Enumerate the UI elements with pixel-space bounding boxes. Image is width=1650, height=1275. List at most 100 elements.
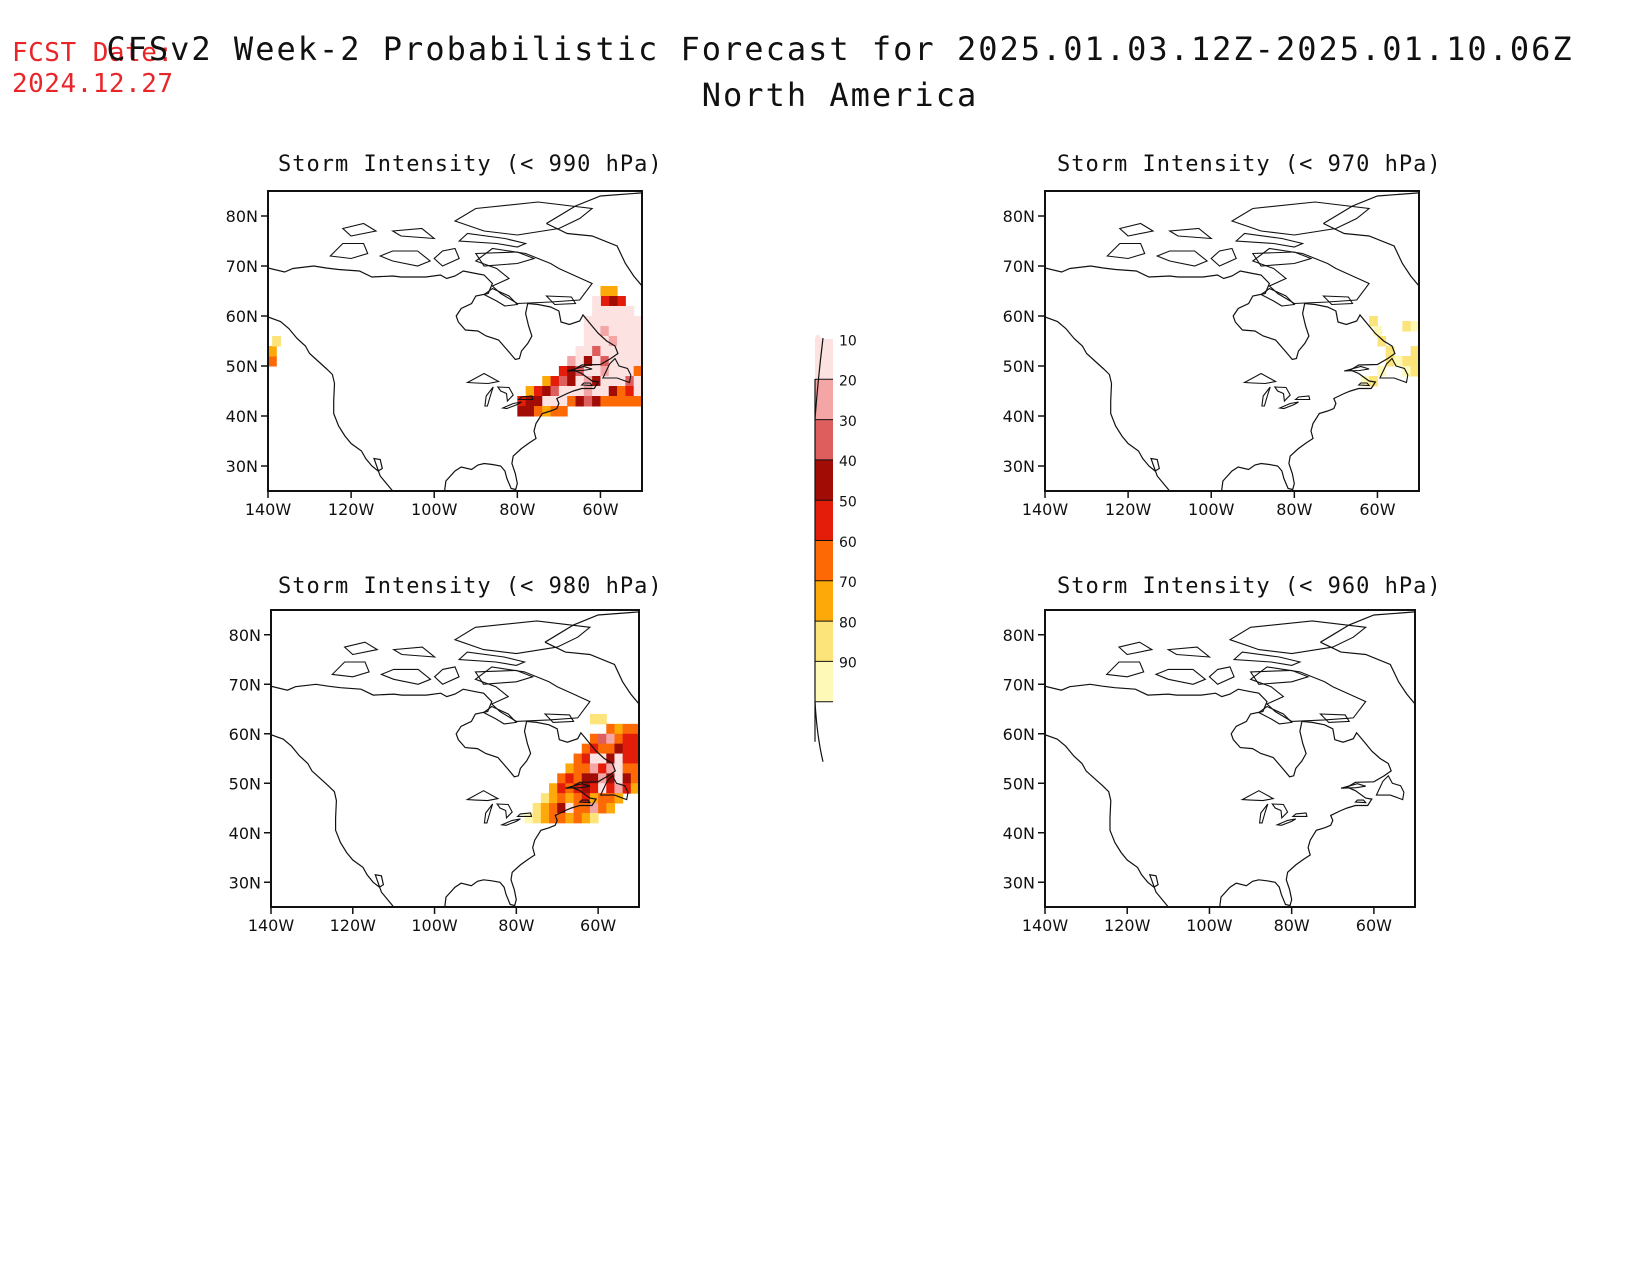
colorbar-label: 20 [839, 374, 857, 390]
probability-cell [622, 723, 632, 735]
probability-cell [524, 812, 534, 824]
probability-cell [1402, 366, 1412, 377]
coastline-island [1234, 232, 1305, 248]
lat-tick-label: 80N [1003, 626, 1035, 645]
lat-tick-label: 30N [226, 457, 258, 476]
probability-cell [565, 812, 575, 824]
forecast-date-block: FCST Date: 2024.12.27 [12, 38, 174, 100]
probability-cell [542, 396, 552, 407]
lon-tick-label: 80W [1276, 500, 1312, 519]
probability-cell [592, 306, 601, 317]
probability-cell [617, 326, 626, 337]
coastline-island [378, 250, 432, 267]
probability-cell [540, 812, 550, 824]
lon-tick-label: 120W [1104, 916, 1151, 935]
lat-tick-label: 40N [229, 824, 261, 843]
probability-cell [557, 773, 566, 784]
map-panel-p970: 80N 70N 60N 50N 40N 30N 140W 120W 100W 80W 60W [1003, 190, 1420, 519]
coastline-island [433, 247, 460, 267]
coastline-island [457, 651, 527, 666]
map-frame [267, 190, 643, 492]
colorbar-swatch [815, 580, 833, 622]
probability-cell [617, 346, 626, 357]
probability-cell [614, 733, 624, 745]
probability-cell [589, 803, 599, 814]
coastline-island [1357, 382, 1371, 387]
coastline-island [329, 242, 369, 260]
probability-cell [630, 753, 639, 764]
coastline-island [599, 774, 629, 801]
probability-cell [625, 306, 635, 317]
probability-cell [633, 376, 642, 387]
map-plot-area [1045, 192, 1419, 491]
probability-cell [622, 783, 632, 794]
fcst-date: 2024.12.27 [12, 69, 174, 99]
probability-cell [549, 803, 558, 814]
lat-tick-label: 50N [1003, 774, 1035, 793]
coastline-island [1208, 666, 1235, 685]
coastline-lake [1273, 386, 1291, 403]
probability-cell [625, 356, 635, 367]
coastline-lake [465, 790, 500, 802]
lon-tick-label: 60W [1356, 916, 1392, 935]
colorbar-label: 50 [839, 495, 857, 511]
lat-tick-label: 60N [226, 307, 258, 326]
coastline-island [474, 666, 591, 722]
coastline-east [1045, 683, 1392, 907]
coastline-island [1375, 774, 1405, 801]
probability-cell [622, 763, 632, 774]
probability-cell [533, 396, 543, 407]
probability-cell [540, 803, 550, 814]
probability-cell [598, 763, 607, 774]
probability-cell [581, 783, 591, 794]
probability-cell [1377, 366, 1387, 377]
probability-cell [617, 296, 626, 307]
probability-cell [567, 376, 577, 387]
probability-cell [549, 783, 558, 794]
probability-cell [592, 366, 601, 377]
probability-cell [573, 763, 583, 774]
map-plot-area [268, 192, 642, 491]
coastline-island [545, 295, 577, 306]
colorbar-label: 30 [839, 414, 857, 430]
probability-cell [606, 773, 615, 784]
lon-tick-label: 60W [580, 916, 616, 935]
probability-cell [1385, 356, 1395, 367]
probability-cell [600, 366, 610, 377]
probability-cell [549, 812, 558, 824]
probability-cell [606, 793, 615, 804]
probability-cell [589, 753, 599, 764]
coastline-lake [500, 401, 522, 410]
colorbar-label: 40 [839, 454, 857, 470]
probability-cell [557, 803, 566, 814]
probability-cell [1402, 321, 1412, 332]
coastline-island [580, 382, 594, 387]
probability-cell [575, 356, 585, 367]
colorbar-swatch [815, 500, 833, 541]
probability-cell [583, 326, 593, 337]
lat-tick-label: 50N [229, 774, 261, 793]
coastline-lake [1275, 818, 1297, 826]
coastline-island [391, 646, 437, 658]
lon-tick-label: 140W [245, 500, 292, 519]
probability-cell [630, 723, 639, 735]
probability-cell [581, 763, 591, 774]
probability-cell [633, 326, 642, 337]
probability-cell [598, 783, 607, 794]
coastline-east [1045, 265, 1396, 491]
lon-tick-label: 100W [411, 916, 458, 935]
map-plot-area [271, 611, 639, 907]
probability-cell [608, 286, 618, 297]
probability-cell [557, 783, 566, 794]
lon-tick-label: 120W [330, 916, 377, 935]
lon-tick-label: 80W [499, 500, 535, 519]
coastline-island [1154, 668, 1207, 685]
probability-cell [573, 753, 583, 764]
coastline-island [341, 222, 378, 237]
probability-cell [592, 356, 601, 367]
lon-tick-label: 80W [1274, 916, 1310, 935]
coastline-island [457, 232, 528, 248]
coastline-lake [483, 803, 494, 824]
coastline-island [482, 705, 518, 725]
lat-tick-label: 60N [1003, 725, 1035, 744]
